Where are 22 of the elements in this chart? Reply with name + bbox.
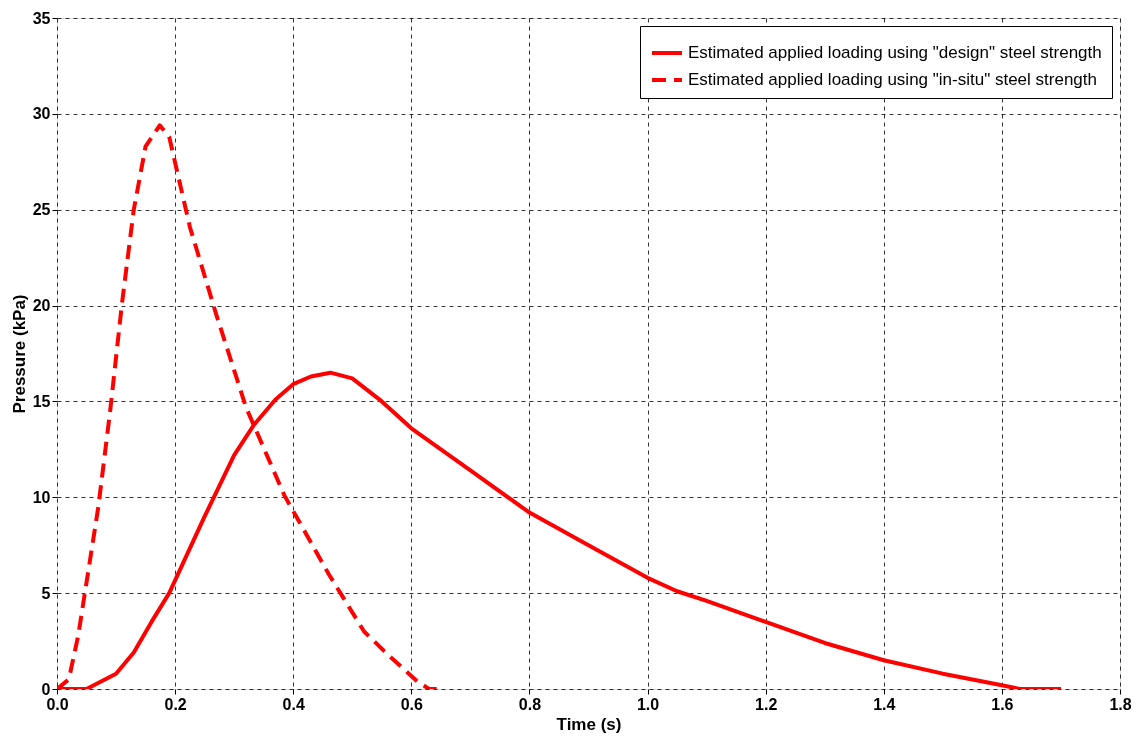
y-axis-title: Pressure (kPa): [9, 294, 29, 414]
y-tick-label: 5: [41, 584, 51, 602]
x-tick-label: 0.0: [46, 695, 69, 713]
y-tick-label: 35: [32, 9, 51, 27]
y-tick-label: 10: [32, 488, 51, 506]
x-tick-label: 1.6: [991, 695, 1014, 713]
x-tick-label: 0.6: [400, 695, 424, 713]
x-tick-label: 1.2: [755, 695, 778, 713]
y-tick-label: 20: [32, 297, 51, 315]
x-tick-label: 1.4: [873, 695, 896, 713]
x-tick-label: 0.8: [518, 695, 542, 713]
y-tick-label: 0: [41, 680, 51, 698]
x-tick-label: 1.8: [1109, 695, 1132, 713]
y-tick-label: 25: [32, 201, 51, 219]
x-tick-label: 1.0: [636, 695, 660, 713]
x-tick-label: 0.4: [282, 695, 305, 713]
y-tick-label: 15: [32, 392, 51, 410]
y-tick-label: 30: [32, 105, 51, 123]
legend-label: Estimated applied loading using "design" steel strength: [688, 43, 1102, 62]
x-axis-title: Time (s): [556, 714, 622, 734]
legend-label: Estimated applied loading using "in-situ" steel strength: [688, 70, 1097, 89]
x-tick-label: 0.2: [164, 695, 187, 713]
